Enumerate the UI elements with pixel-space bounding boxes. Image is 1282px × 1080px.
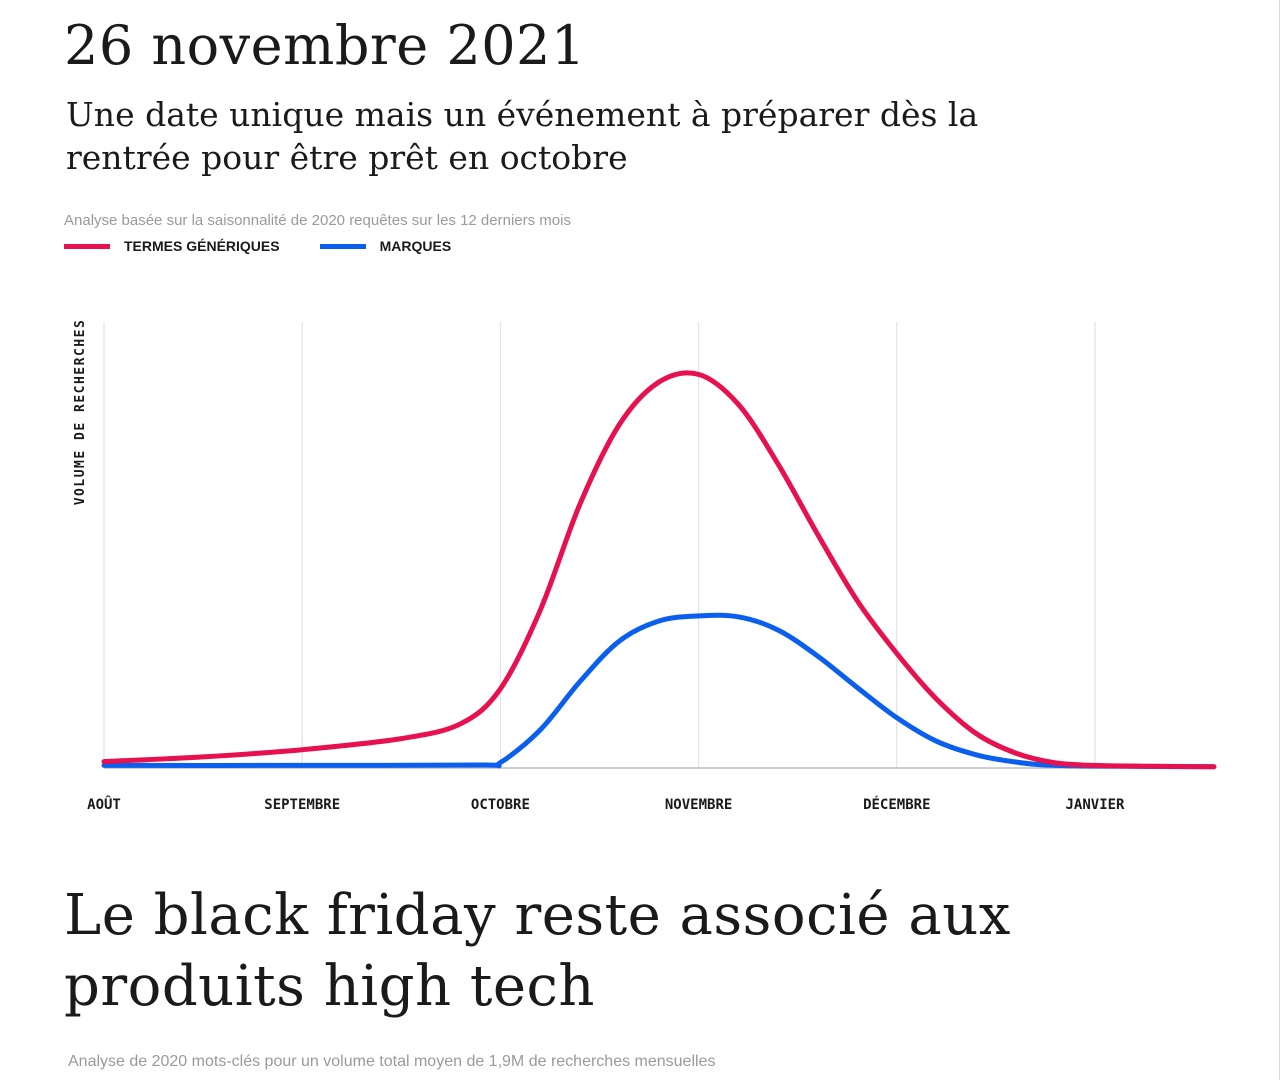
- x-axis-ticks: AOÛT SEPTEMBRE OCTOBRE NOVEMBRE DÉCEMBRE JANV…: [87, 795, 1125, 813]
- series-line-brands: [101, 612, 1217, 770]
- chart-caption: Analyse basée sur la saisonnalité de 202…: [64, 212, 571, 229]
- legend-swatch-brands: [319, 243, 366, 249]
- line-chart: VOLUME DE RECHERCHES AOÛT SEPTEMBRE OCTOBR…: [73, 319, 1217, 813]
- chart-series: [101, 370, 1217, 770]
- chart-grid: [103, 322, 1096, 768]
- legend-label-generic: TERMES GÉNÉRIQUES: [124, 238, 280, 254]
- section-caption: Analyse de 2020 mots-clés pour un volume…: [68, 1053, 716, 1070]
- x-tick-label: DÉCEMBRE: [863, 796, 930, 813]
- x-tick-label: JANVIER: [1065, 797, 1125, 813]
- x-tick-label: OCTOBRE: [471, 797, 530, 813]
- y-axis-label: VOLUME DE RECHERCHES: [73, 319, 88, 506]
- series-line-generic-terms: [101, 370, 1217, 770]
- chart-legend: TERMES GÉNÉRIQUES MARQUES: [64, 236, 451, 256]
- legend-item-brands: MARQUES: [319, 238, 452, 254]
- section-heading: Le black friday reste associé aux produi…: [64, 883, 1011, 1019]
- page-title: 26 novembre 2021: [64, 14, 586, 77]
- x-tick-label: NOVEMBRE: [665, 797, 732, 813]
- legend-label-brands: MARQUES: [379, 238, 452, 254]
- page-edge-line: [1279, 0, 1280, 1080]
- legend-swatch-generic: [64, 243, 110, 249]
- x-tick-label: AOÛT: [87, 795, 121, 813]
- legend-item-generic: TERMES GÉNÉRIQUES: [64, 238, 280, 254]
- x-tick-label: SEPTEMBRE: [264, 797, 340, 813]
- page-subtitle: Une date unique mais un événement à prép…: [66, 95, 979, 177]
